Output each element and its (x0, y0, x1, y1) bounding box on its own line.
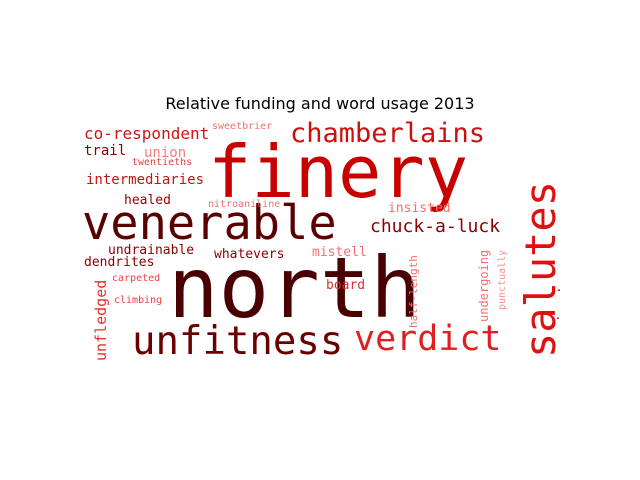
word-finery: finery (208, 130, 469, 214)
word-unfledged: unfledged (92, 279, 110, 360)
word-insisted: insisted (388, 201, 451, 216)
word-half-length: half-length (407, 255, 420, 328)
word-cloud: north finery venerable salutes unfitness… (80, 120, 560, 360)
word-climbing: climbing (114, 295, 163, 306)
word-north: north (168, 239, 421, 337)
word-undrainable: undrainable (108, 243, 195, 258)
word-undergoing: undergoing (477, 249, 491, 322)
word-venerable: venerable (82, 196, 337, 251)
word-whatevers: whatevers (214, 247, 285, 262)
word-unfitness: unfitness (132, 319, 344, 360)
word-dendrites: dendrites (84, 255, 155, 270)
word-carpeted: carpeted (112, 273, 161, 284)
word-punctually: punctually (497, 249, 508, 310)
word-chamberlains: chamberlains (290, 120, 486, 149)
word-mistell: mistell (312, 245, 367, 260)
word-semiautonomous: semiautonomous (554, 217, 560, 352)
word-healed: healed (124, 193, 171, 208)
word-nitroaniline: nitroaniline (208, 199, 281, 210)
chart-title: Relative funding and word usage 2013 (165, 94, 475, 113)
word-intermediaries: intermediaries (86, 172, 205, 188)
word-trail: trail (84, 143, 127, 159)
word-board: board (326, 278, 366, 293)
word-twentieths: twentieths (132, 157, 193, 168)
word-chuck-a-luck: chuck-a-luck (370, 216, 501, 237)
word-co-respondent: co-respondent (84, 124, 210, 143)
word-union: union (144, 145, 187, 161)
word-sweetbrier: sweetbrier (212, 121, 273, 132)
word-verdict: verdict (354, 319, 502, 359)
